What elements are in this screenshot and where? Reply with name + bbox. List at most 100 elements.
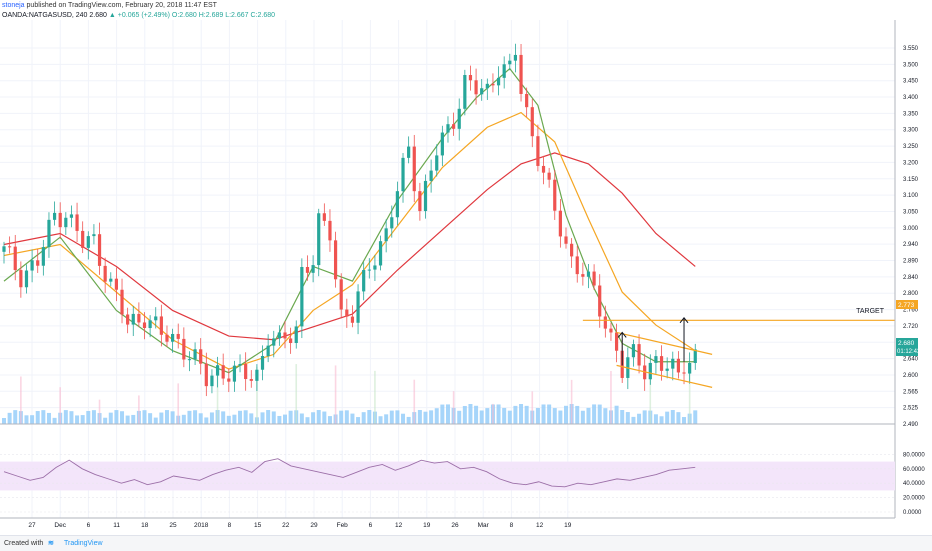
volume-bar <box>417 410 422 424</box>
candle-body <box>193 349 197 360</box>
candle-body <box>232 365 237 382</box>
volume-bar <box>232 414 237 424</box>
volume-bar <box>586 407 591 424</box>
volume-bar <box>125 415 130 424</box>
volume-bar <box>7 412 12 424</box>
volume-bar <box>406 416 411 424</box>
candle-body <box>367 269 371 271</box>
tradingview-logo-icon: ≋ <box>48 540 54 547</box>
volume-bar <box>429 410 434 424</box>
volume-spike <box>688 364 691 424</box>
tradingview-brand[interactable]: TradingView <box>64 540 103 547</box>
candle-body <box>362 270 366 292</box>
candle-body <box>260 355 265 370</box>
x-tick-label: 6 <box>87 522 91 529</box>
x-tick-label: 12 <box>536 522 544 529</box>
candle-body <box>446 124 450 133</box>
volume-bar <box>541 404 546 424</box>
y-tick-label: 2.840 <box>903 275 919 281</box>
volume-bar <box>339 410 344 424</box>
candle-body <box>356 291 360 323</box>
volume-spike <box>256 366 258 424</box>
x-tick-label: 29 <box>310 522 318 529</box>
y-tick-label: 3.000 <box>903 226 919 232</box>
volume-spike <box>98 399 101 424</box>
symbol-change: ▲ +0.065 (+2.49%) <box>108 12 170 19</box>
candle-body <box>182 338 186 360</box>
volume-bar <box>344 410 349 424</box>
candle-body <box>255 369 259 381</box>
candle-body <box>148 320 152 329</box>
y-tick-label: 2.720 <box>903 324 919 330</box>
volume-bar <box>468 404 473 424</box>
candle-body <box>41 247 45 266</box>
volume-bar <box>502 407 507 424</box>
created-with-text: Created with <box>4 540 44 547</box>
x-tick-label: 6 <box>369 522 373 529</box>
candle-body <box>558 210 562 237</box>
volume-bar <box>597 404 602 424</box>
candle-body <box>311 265 315 273</box>
x-tick-label: 22 <box>282 522 290 529</box>
price-chart[interactable]: 3.550 3.500 3.450 3.400 3.350 3.300 3.250 3.200… <box>0 0 932 535</box>
candle-body <box>530 107 534 137</box>
volume-bar <box>653 414 658 424</box>
volume-bar <box>159 412 164 424</box>
volume-bar <box>86 410 91 424</box>
ma-slow-line <box>3 152 696 341</box>
candle-body <box>485 83 489 89</box>
volume-spike <box>413 379 416 424</box>
author-link[interactable]: stoneja <box>2 2 25 9</box>
volume-bar <box>631 416 636 424</box>
x-tick-label: 8 <box>228 522 232 529</box>
symbol-label: OANDA:NATGASUSD, 240 <box>2 12 88 19</box>
candle-body <box>457 108 461 129</box>
y-tick-label: 3.250 <box>903 144 919 150</box>
candle-body <box>407 146 411 158</box>
candle-body <box>244 363 248 380</box>
candle-body <box>525 93 529 108</box>
volume-bar <box>603 408 608 424</box>
y-tick-label: 3.100 <box>903 193 919 199</box>
volume-bar <box>181 414 186 424</box>
y-tick-label: 2.490 <box>903 422 919 428</box>
candle-body <box>536 136 540 166</box>
ma-mid-line <box>3 111 696 370</box>
volume-bar <box>299 413 304 424</box>
candle-body <box>266 345 270 356</box>
candle-body <box>300 267 304 327</box>
volume-bar <box>30 415 35 424</box>
candle-body <box>665 368 669 371</box>
candle-body <box>210 375 214 387</box>
volume-bar <box>305 417 310 424</box>
candle-body <box>541 165 546 173</box>
volume-bar <box>327 416 332 424</box>
candle-body <box>345 309 349 317</box>
volume-bar <box>547 404 552 424</box>
volume-bar <box>80 415 85 424</box>
candle-body <box>159 316 163 335</box>
rsi-tick-label: 60.0000 <box>903 467 925 473</box>
target-label: TARGET <box>856 308 885 315</box>
candle-body <box>328 220 332 241</box>
candle-body <box>603 316 607 329</box>
target-price-label: 2.773 <box>898 302 915 309</box>
y-tick-label: 3.450 <box>903 79 919 85</box>
y-tick-label: 3.050 <box>903 209 919 215</box>
volume-bar <box>209 412 214 424</box>
rsi-axis: 80.0000 60.0000 40.0000 20.0000 0.0000 <box>903 452 925 516</box>
volume-spike <box>610 370 612 424</box>
candle-body <box>586 271 591 277</box>
volume-bar <box>243 410 248 424</box>
y-tick-label: 2.940 <box>903 242 919 248</box>
candle-body <box>614 332 619 351</box>
x-tick-label: Mar <box>478 522 490 529</box>
volume-bar <box>434 408 439 424</box>
candle-body <box>598 285 602 317</box>
candle-body <box>272 338 276 346</box>
candle-body <box>390 217 394 229</box>
candle-body <box>373 265 377 270</box>
candle-body <box>126 314 130 325</box>
x-tick-label: Dec <box>54 522 66 529</box>
candle-body <box>339 279 343 310</box>
